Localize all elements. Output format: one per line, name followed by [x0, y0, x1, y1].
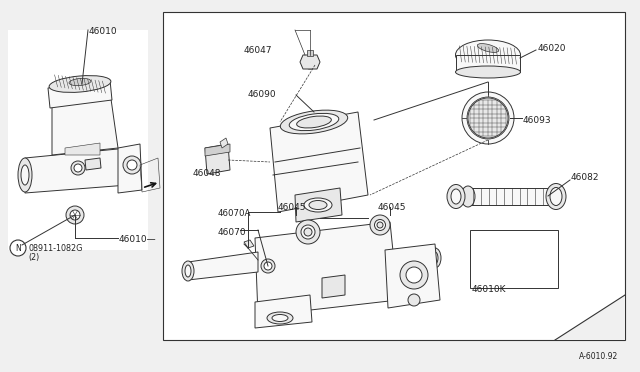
Ellipse shape	[301, 225, 315, 239]
Polygon shape	[205, 144, 230, 174]
Polygon shape	[555, 295, 625, 340]
Circle shape	[74, 164, 82, 172]
Ellipse shape	[296, 220, 320, 244]
Text: 46045: 46045	[278, 203, 307, 212]
Polygon shape	[65, 143, 100, 155]
Polygon shape	[85, 158, 101, 170]
Circle shape	[264, 262, 272, 270]
Polygon shape	[456, 55, 520, 72]
Polygon shape	[118, 144, 142, 193]
Polygon shape	[322, 275, 345, 298]
Ellipse shape	[461, 186, 475, 207]
Ellipse shape	[289, 113, 339, 131]
Text: 46082: 46082	[571, 173, 600, 182]
Polygon shape	[188, 252, 258, 280]
Ellipse shape	[477, 44, 499, 52]
Circle shape	[406, 267, 422, 283]
Ellipse shape	[429, 248, 441, 268]
Polygon shape	[244, 240, 254, 248]
Ellipse shape	[306, 58, 314, 66]
Ellipse shape	[550, 187, 562, 205]
Polygon shape	[300, 55, 320, 69]
Ellipse shape	[467, 97, 509, 139]
Circle shape	[66, 206, 84, 224]
Polygon shape	[205, 144, 230, 156]
Text: 46010: 46010	[89, 27, 118, 36]
Bar	[163, 12, 625, 340]
Text: 46070: 46070	[218, 228, 246, 237]
Polygon shape	[307, 50, 313, 56]
Ellipse shape	[18, 158, 32, 192]
Polygon shape	[396, 247, 435, 272]
Bar	[8, 30, 148, 250]
Polygon shape	[255, 222, 398, 316]
Text: 46070A: 46070A	[218, 209, 252, 218]
Ellipse shape	[456, 40, 520, 70]
Text: A-6010.92: A-6010.92	[579, 352, 618, 361]
Ellipse shape	[267, 312, 293, 324]
Polygon shape	[468, 188, 548, 205]
Ellipse shape	[447, 185, 465, 208]
Circle shape	[408, 294, 420, 306]
Polygon shape	[295, 188, 342, 222]
Polygon shape	[52, 92, 118, 155]
Ellipse shape	[49, 76, 111, 92]
Ellipse shape	[370, 215, 390, 235]
Polygon shape	[385, 244, 440, 308]
Polygon shape	[255, 295, 312, 328]
Ellipse shape	[304, 228, 312, 236]
Ellipse shape	[462, 92, 514, 144]
Ellipse shape	[280, 110, 348, 134]
Text: 46045: 46045	[378, 203, 406, 212]
Text: 46090: 46090	[248, 90, 276, 99]
Text: 08911-1082G: 08911-1082G	[28, 244, 83, 253]
Circle shape	[70, 210, 80, 220]
Circle shape	[123, 156, 141, 174]
Ellipse shape	[303, 55, 317, 69]
Ellipse shape	[377, 222, 383, 228]
Ellipse shape	[21, 165, 29, 185]
Ellipse shape	[456, 66, 520, 78]
Circle shape	[127, 160, 137, 170]
Text: N: N	[15, 244, 21, 253]
Text: 46010K: 46010K	[472, 285, 506, 294]
Polygon shape	[25, 148, 128, 193]
Text: 46020: 46020	[538, 44, 566, 53]
Ellipse shape	[297, 116, 332, 128]
Text: 46010—: 46010—	[119, 235, 157, 244]
Text: (2): (2)	[28, 253, 39, 262]
Ellipse shape	[451, 189, 461, 204]
Circle shape	[71, 161, 85, 175]
Ellipse shape	[185, 265, 191, 277]
Polygon shape	[270, 112, 368, 212]
Circle shape	[261, 259, 275, 273]
Ellipse shape	[309, 201, 327, 209]
Text: 46093: 46093	[523, 116, 552, 125]
Ellipse shape	[546, 183, 566, 209]
Bar	[470, 230, 558, 288]
Polygon shape	[48, 80, 112, 108]
Circle shape	[400, 261, 428, 289]
Circle shape	[10, 240, 26, 256]
Polygon shape	[220, 138, 228, 148]
Ellipse shape	[272, 314, 288, 321]
Ellipse shape	[432, 252, 438, 264]
Ellipse shape	[69, 78, 91, 86]
Text: 46047: 46047	[244, 46, 273, 55]
Ellipse shape	[304, 198, 332, 212]
Ellipse shape	[374, 219, 385, 231]
Text: 46048: 46048	[193, 169, 221, 178]
Ellipse shape	[182, 261, 194, 281]
